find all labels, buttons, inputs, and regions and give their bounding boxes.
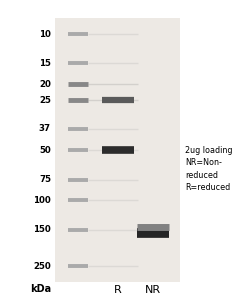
Text: 37: 37	[39, 124, 51, 133]
Text: 25: 25	[39, 96, 51, 105]
Text: 250: 250	[33, 262, 51, 271]
Text: R: R	[114, 285, 121, 295]
Text: 2ug loading
NR=Non-
reduced
R=reduced: 2ug loading NR=Non- reduced R=reduced	[185, 146, 233, 193]
Text: 75: 75	[39, 175, 51, 184]
Text: 20: 20	[39, 80, 51, 88]
Text: 50: 50	[39, 146, 51, 155]
Text: NR: NR	[144, 285, 161, 295]
Text: 15: 15	[39, 59, 51, 68]
FancyBboxPatch shape	[55, 18, 180, 282]
Text: 150: 150	[33, 225, 51, 234]
Text: 100: 100	[33, 196, 51, 205]
Text: kDa: kDa	[30, 284, 51, 294]
Text: 10: 10	[39, 30, 51, 39]
